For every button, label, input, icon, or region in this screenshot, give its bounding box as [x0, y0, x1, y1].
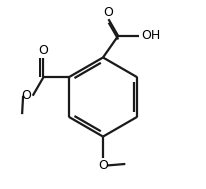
Text: OH: OH — [142, 29, 161, 42]
Text: O: O — [98, 159, 108, 172]
Text: O: O — [22, 89, 32, 102]
Text: O: O — [104, 6, 114, 19]
Text: O: O — [39, 44, 48, 57]
